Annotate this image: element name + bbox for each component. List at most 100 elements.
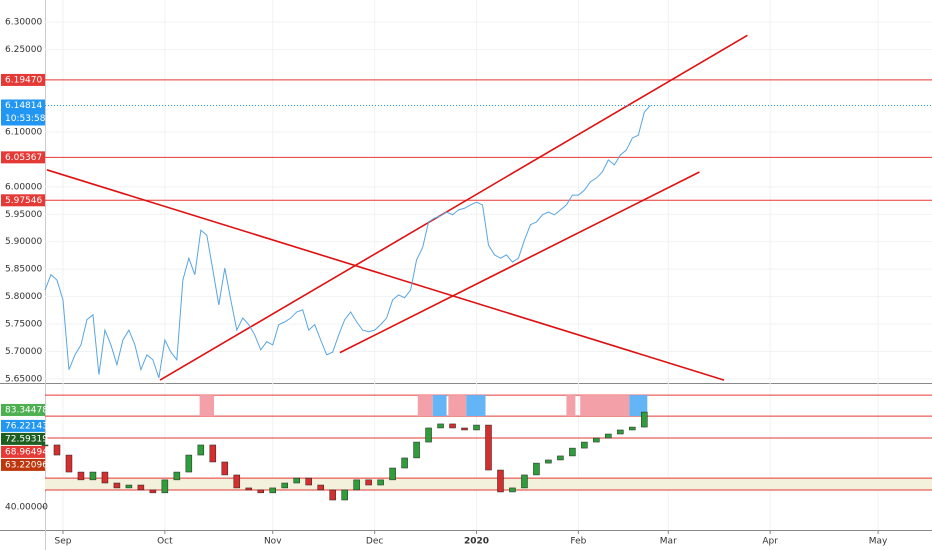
candle [485,424,492,471]
candle [257,489,265,494]
y-tick-label: 5.85000 [5,265,42,275]
y-tick-label: 5.65000 [5,374,42,384]
candle [317,484,324,491]
x-tick-label: 2020 [464,537,489,547]
candle [617,429,624,435]
candle [221,461,229,476]
band [45,478,932,490]
candle [545,459,552,464]
candle [161,479,169,494]
y-tick-label: 5.70000 [5,347,42,357]
level-label: 6.19470 [5,75,42,85]
x-tick-label: Feb [570,537,586,547]
y-tick-label: 5.75000 [5,320,42,330]
signal-block [448,395,467,417]
last-badge [1,99,45,126]
candle [365,479,372,486]
candle [509,487,516,493]
indicator-badge [1,445,45,458]
x-tick-label: Nov [264,537,282,547]
x-tick-label: Sep [54,537,71,547]
indicator-label: 76.22143 [5,421,48,431]
y-tick-label: 5.90000 [5,237,42,247]
y-tick-label: 6.25000 [5,45,42,55]
indicator-badge [1,458,45,471]
level-badge [1,151,45,164]
level-label: 6.05367 [5,153,42,163]
candle [425,427,432,443]
candle [269,487,276,494]
y-tick-label: 6.10000 [5,127,42,137]
candle [593,437,600,443]
signal-block [199,395,215,417]
last-time: 10:53:58 [5,114,46,124]
candle [245,487,253,491]
candle [389,467,396,481]
x-tick-label: Oct [157,537,173,547]
indicator-label: 68.96494 [5,447,48,457]
candle [281,482,288,489]
candle [437,423,444,429]
signal-block [580,395,630,417]
candle [557,455,564,461]
candle [569,447,576,457]
indicator-badge [1,419,45,432]
y-tick-label: 6.00000 [5,182,42,192]
candle [521,474,528,489]
trend-line [159,34,748,381]
y-tick-label: 5.80000 [5,292,42,302]
signal-block [417,395,433,417]
signal-block [566,395,576,417]
candle [605,433,612,439]
price-line [44,105,651,379]
candle [305,477,312,486]
y-tick-label: 5.95000 [5,210,42,220]
candle [149,489,157,494]
signal-block [629,395,648,417]
candle [413,441,420,459]
indicator-label: 83.34478 [5,405,48,415]
candle [89,471,97,481]
candle [77,471,85,481]
level-badge [1,73,45,86]
candle [53,444,61,456]
candle [185,454,193,473]
candle [401,457,408,469]
candle [209,444,217,463]
indicator-badge [1,403,45,416]
candle [65,454,73,473]
x-tick-label: Dec [366,537,383,547]
x-tick-label: Mar [660,537,677,547]
trend-line [46,169,725,381]
signal-block [432,395,447,417]
candle [125,484,133,489]
candle [449,423,456,429]
x-tick-label: May [869,537,888,547]
candle [137,484,145,491]
candle [629,426,636,431]
candle [581,441,588,449]
indicator-label: 72.59319 [5,434,48,444]
y-tick-label: 40.00000 [5,502,48,512]
y-tick-label: 6.30000 [5,18,42,28]
candle [461,427,468,431]
candle [173,471,181,481]
x-tick-label: Apr [762,537,778,547]
candle [497,469,504,493]
signal-block [466,395,486,417]
candle [233,474,241,489]
candle [353,479,360,491]
candle [473,424,480,431]
last-label: 6.14814 [5,101,42,111]
candle [329,489,336,501]
candle [41,444,49,447]
indicator-label: 63.22096 [5,460,48,470]
candle [293,477,300,484]
level-label: 5.97546 [5,196,42,206]
candle [533,462,540,476]
candle [341,489,348,501]
candle [641,411,648,428]
